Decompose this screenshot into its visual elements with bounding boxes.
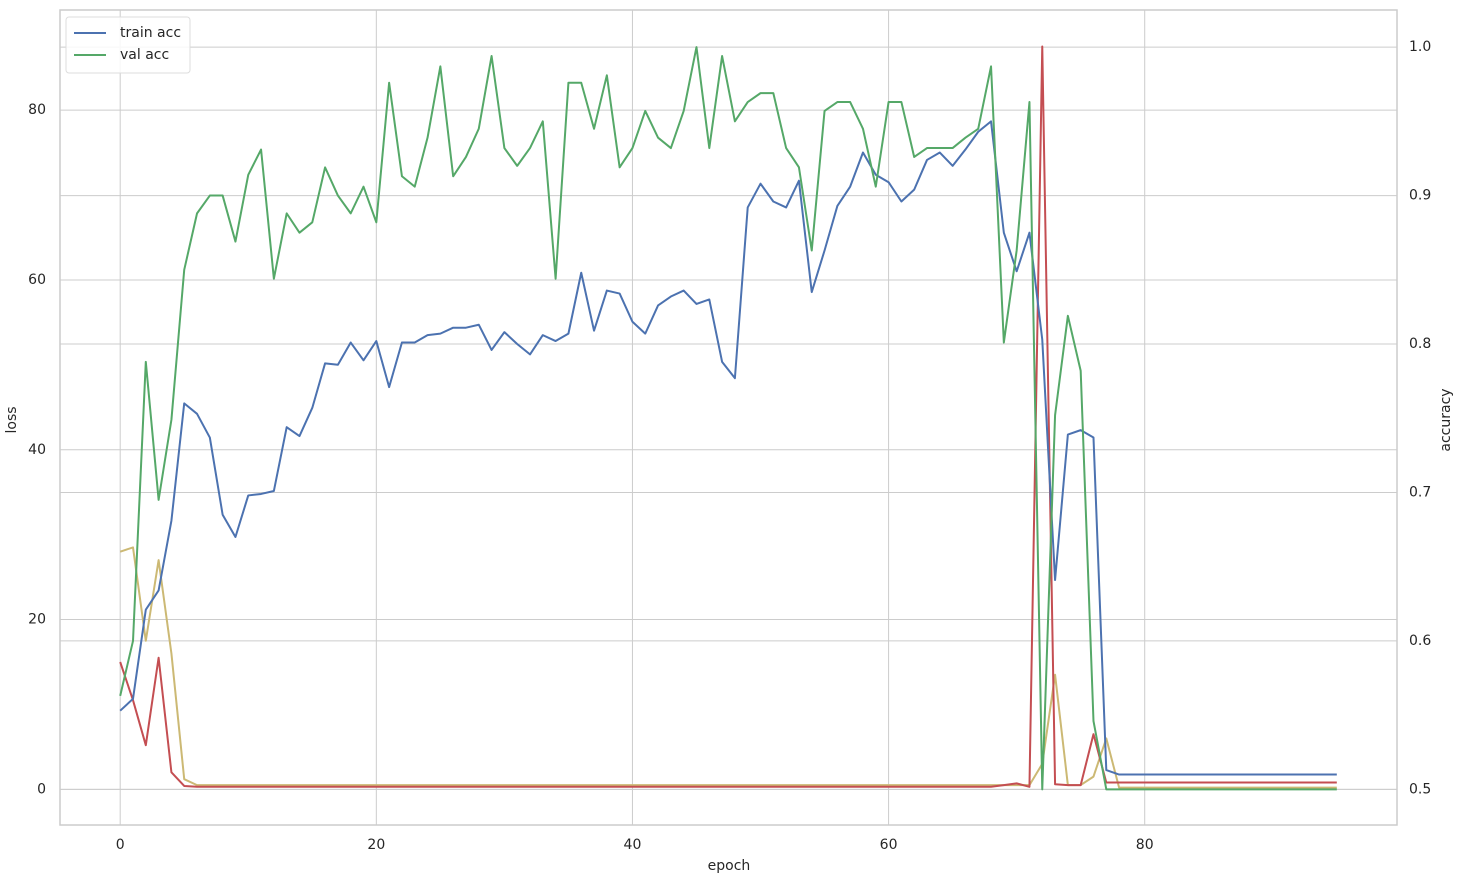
y-tick-label: 0 <box>37 781 46 797</box>
legend: train acc val acc <box>65 16 191 74</box>
y2-tick-label: 0.9 <box>1409 188 1431 204</box>
series-line <box>119 120 1337 776</box>
y-tick-label: 20 <box>28 612 46 628</box>
series-line <box>119 45 1337 788</box>
y2-axis-label: accuracy <box>1438 388 1454 451</box>
y-tick-label: 80 <box>28 102 46 118</box>
y2-tick-label: 0.7 <box>1409 484 1431 500</box>
legend-box <box>65 16 191 74</box>
plot-frame <box>59 9 1398 826</box>
x-tick-label: 80 <box>1136 837 1154 853</box>
y-axis-label: loss <box>4 406 20 433</box>
series-line <box>119 46 1337 791</box>
legend-label: val acc <box>120 47 169 63</box>
y2-tick-label: 0.8 <box>1409 336 1431 352</box>
series-line <box>119 546 1337 789</box>
y2-tick-label: 0.6 <box>1409 633 1431 649</box>
x-tick-label: 60 <box>880 837 898 853</box>
x-axis-label: epoch <box>708 858 751 874</box>
x-tick-label: 40 <box>624 837 642 853</box>
y2-tick-label: 1.0 <box>1409 39 1431 55</box>
y2-tick-label: 0.5 <box>1409 781 1431 797</box>
x-tick-label: 0 <box>116 837 125 853</box>
legend-label: train acc <box>120 25 181 41</box>
y-tick-label: 60 <box>28 272 46 288</box>
x-tick-label: 20 <box>367 837 385 853</box>
y-tick-label: 40 <box>28 442 46 458</box>
grid <box>60 10 1397 825</box>
